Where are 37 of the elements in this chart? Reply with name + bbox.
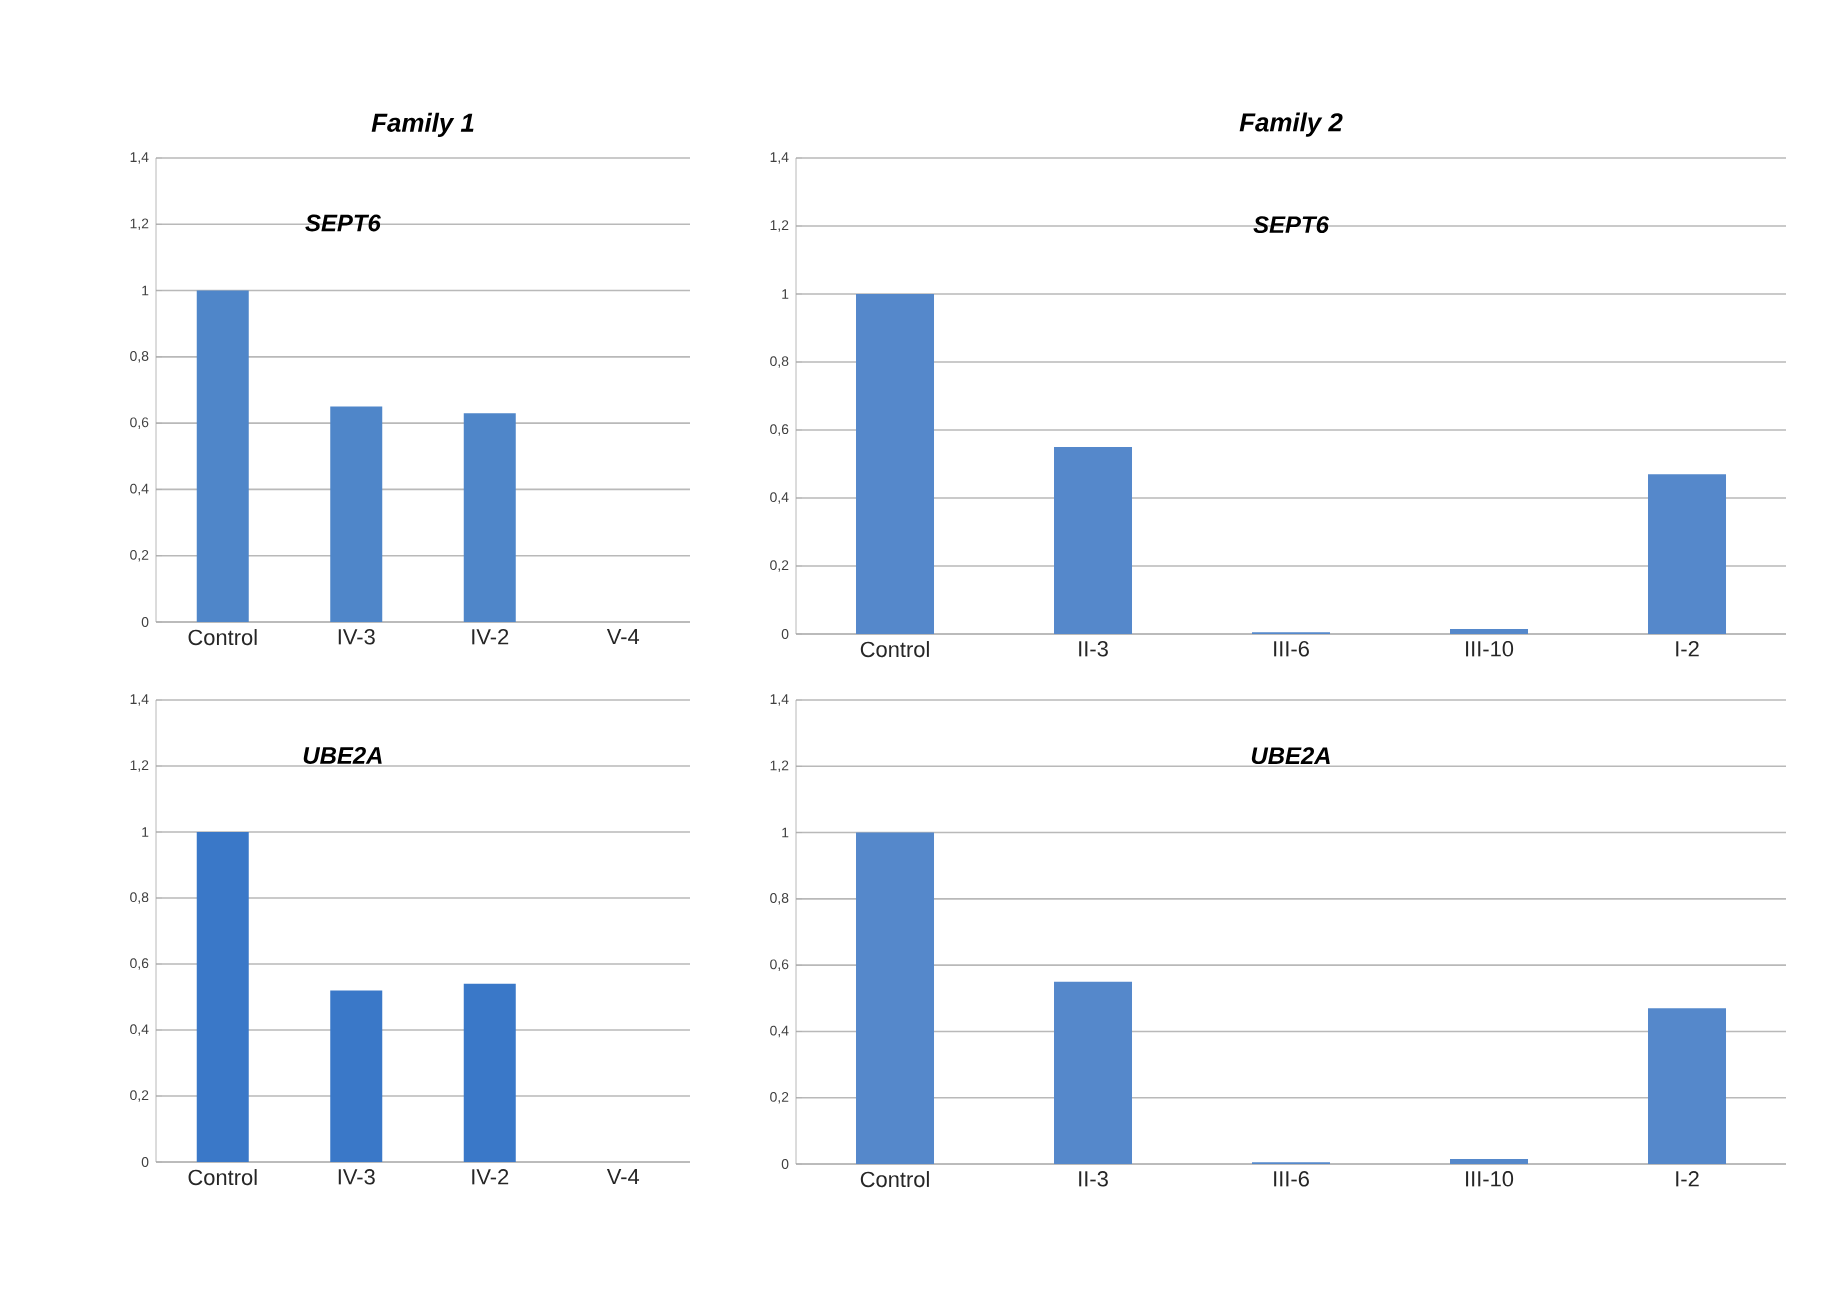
- x-tick-label: Control: [188, 629, 257, 646]
- x-tick-label: III-6: [1274, 641, 1309, 657]
- bar: [1054, 981, 1133, 1164]
- x-tick-label: IV-2: [472, 629, 509, 645]
- bar: [196, 832, 249, 1162]
- x-tick-label: II-3: [1079, 1171, 1108, 1187]
- bar: [856, 832, 935, 1164]
- chart-title: Family 1: [371, 112, 474, 138]
- bar: [463, 983, 516, 1162]
- bar: [1450, 628, 1529, 634]
- bar: [1648, 474, 1727, 634]
- bar: [1648, 1008, 1727, 1164]
- text: UBE2A: [1251, 747, 1330, 765]
- x-tick-label: V-4: [606, 629, 640, 645]
- x-tick-label: III-10: [1466, 1171, 1514, 1187]
- x-tick-label: III-10: [1466, 641, 1514, 657]
- bar: [330, 990, 383, 1162]
- x-tick-label: IV-3: [338, 1169, 375, 1185]
- x-tick-label: I-2: [1676, 1171, 1699, 1187]
- x-tick-label: II-3: [1079, 641, 1108, 657]
- text: UBE2A: [303, 746, 382, 764]
- x-tick-label: Control: [188, 1169, 257, 1186]
- x-tick-label: I-2: [1676, 641, 1699, 657]
- text: SEPT6: [305, 214, 381, 232]
- bar: [856, 293, 935, 634]
- x-tick-label: V-4: [606, 1169, 640, 1185]
- bar: [463, 413, 516, 622]
- x-tick-label: IV-3: [338, 629, 375, 645]
- x-tick-label: Control: [860, 1171, 929, 1188]
- x-tick-label: Control: [860, 641, 929, 658]
- bar: [196, 290, 249, 622]
- bar: [1054, 446, 1133, 634]
- chart-title: Family 2: [1239, 112, 1343, 137]
- x-tick-label: III-6: [1274, 1171, 1309, 1187]
- bar: [330, 406, 383, 622]
- text: SEPT6: [1253, 216, 1330, 234]
- x-tick-label: IV-2: [472, 1169, 509, 1185]
